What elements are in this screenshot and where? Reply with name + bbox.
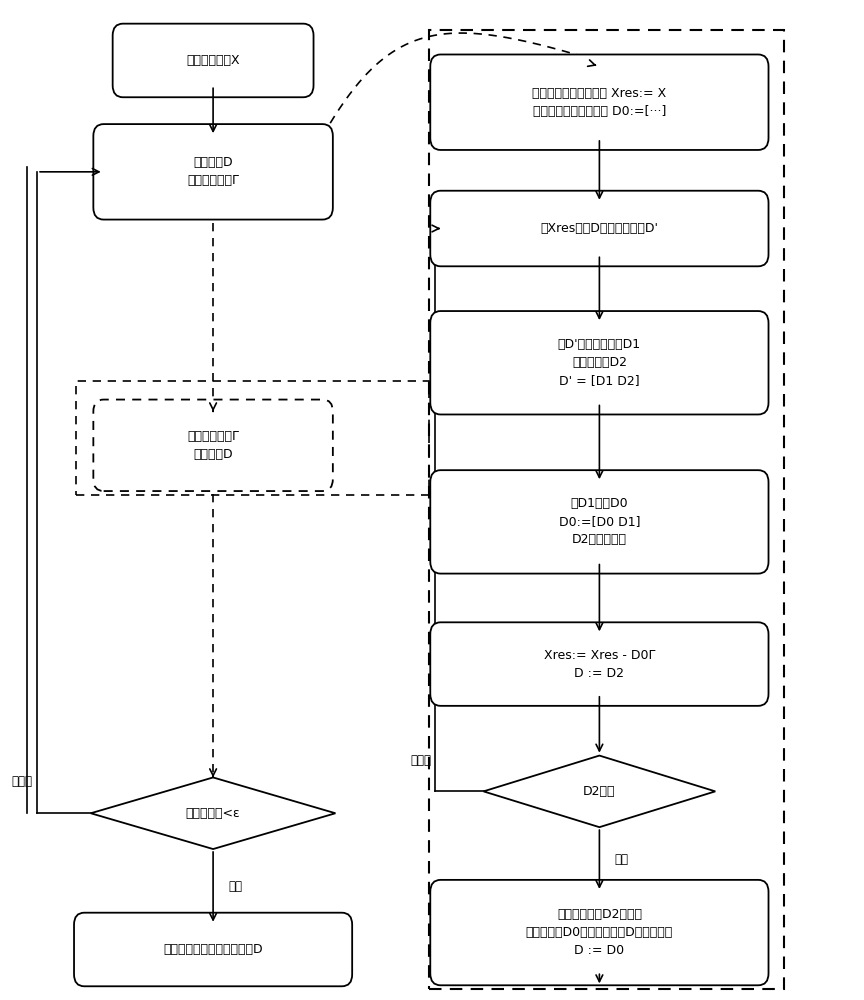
Text: 将D1加入D0
D0:=[D0 D1]
D2重新初始化: 将D1加入D0 D0:=[D0 D1] D2重新初始化 — [559, 497, 640, 546]
FancyBboxPatch shape — [93, 124, 333, 220]
FancyBboxPatch shape — [430, 470, 768, 574]
Text: 输出训练好的局部特征字典D: 输出训练好的局部特征字典D — [163, 943, 263, 956]
Text: 满足: 满足 — [615, 853, 629, 866]
Text: 满足: 满足 — [229, 880, 243, 893]
FancyBboxPatch shape — [430, 622, 768, 706]
Polygon shape — [91, 777, 335, 849]
FancyBboxPatch shape — [93, 400, 333, 491]
Polygon shape — [484, 756, 715, 827]
FancyBboxPatch shape — [112, 24, 314, 97]
Text: Xres:= Xres - D0Γ
D := D2: Xres:= Xres - D0Γ D := D2 — [543, 649, 655, 680]
Text: 在Xres上求D的最小二乘解D': 在Xres上求D的最小二乘解D' — [540, 222, 658, 235]
FancyBboxPatch shape — [430, 880, 768, 985]
FancyBboxPatch shape — [430, 311, 768, 414]
Text: 不满足: 不满足 — [410, 754, 431, 767]
Text: 输入训练样本X: 输入训练样本X — [187, 54, 240, 67]
Bar — [429, 30, 784, 989]
Text: 将D'分为保留部分D1
及冗余部分D2
D' = [D1 D2]: 将D'分为保留部分D1 及冗余部分D2 D' = [D1 D2] — [558, 338, 641, 387]
Bar — [76, 381, 429, 495]
FancyBboxPatch shape — [430, 54, 768, 150]
Text: 固定字典D
更新稀疏向量Γ: 固定字典D 更新稀疏向量Γ — [187, 156, 239, 187]
Text: 不满足: 不满足 — [12, 775, 33, 788]
Text: D2为空: D2为空 — [583, 785, 616, 798]
Text: 初始化残差集为训练集 Xres:= X
初始化去冗余字典为空 D0:=[···]: 初始化残差集为训练集 Xres:= X 初始化去冗余字典为空 D0:=[···] — [532, 87, 666, 118]
Text: 总重构误差<ε: 总重构误差<ε — [186, 807, 240, 820]
Text: 此时冗余部分D2为空，
去冗余部分D0即为子迭代中D的最终结果
D := D0: 此时冗余部分D2为空， 去冗余部分D0即为子迭代中D的最终结果 D := D0 — [526, 908, 673, 957]
FancyBboxPatch shape — [430, 191, 768, 266]
Text: 固定稀疏向量Γ
更新字典D: 固定稀疏向量Γ 更新字典D — [187, 430, 239, 461]
FancyBboxPatch shape — [74, 913, 353, 986]
